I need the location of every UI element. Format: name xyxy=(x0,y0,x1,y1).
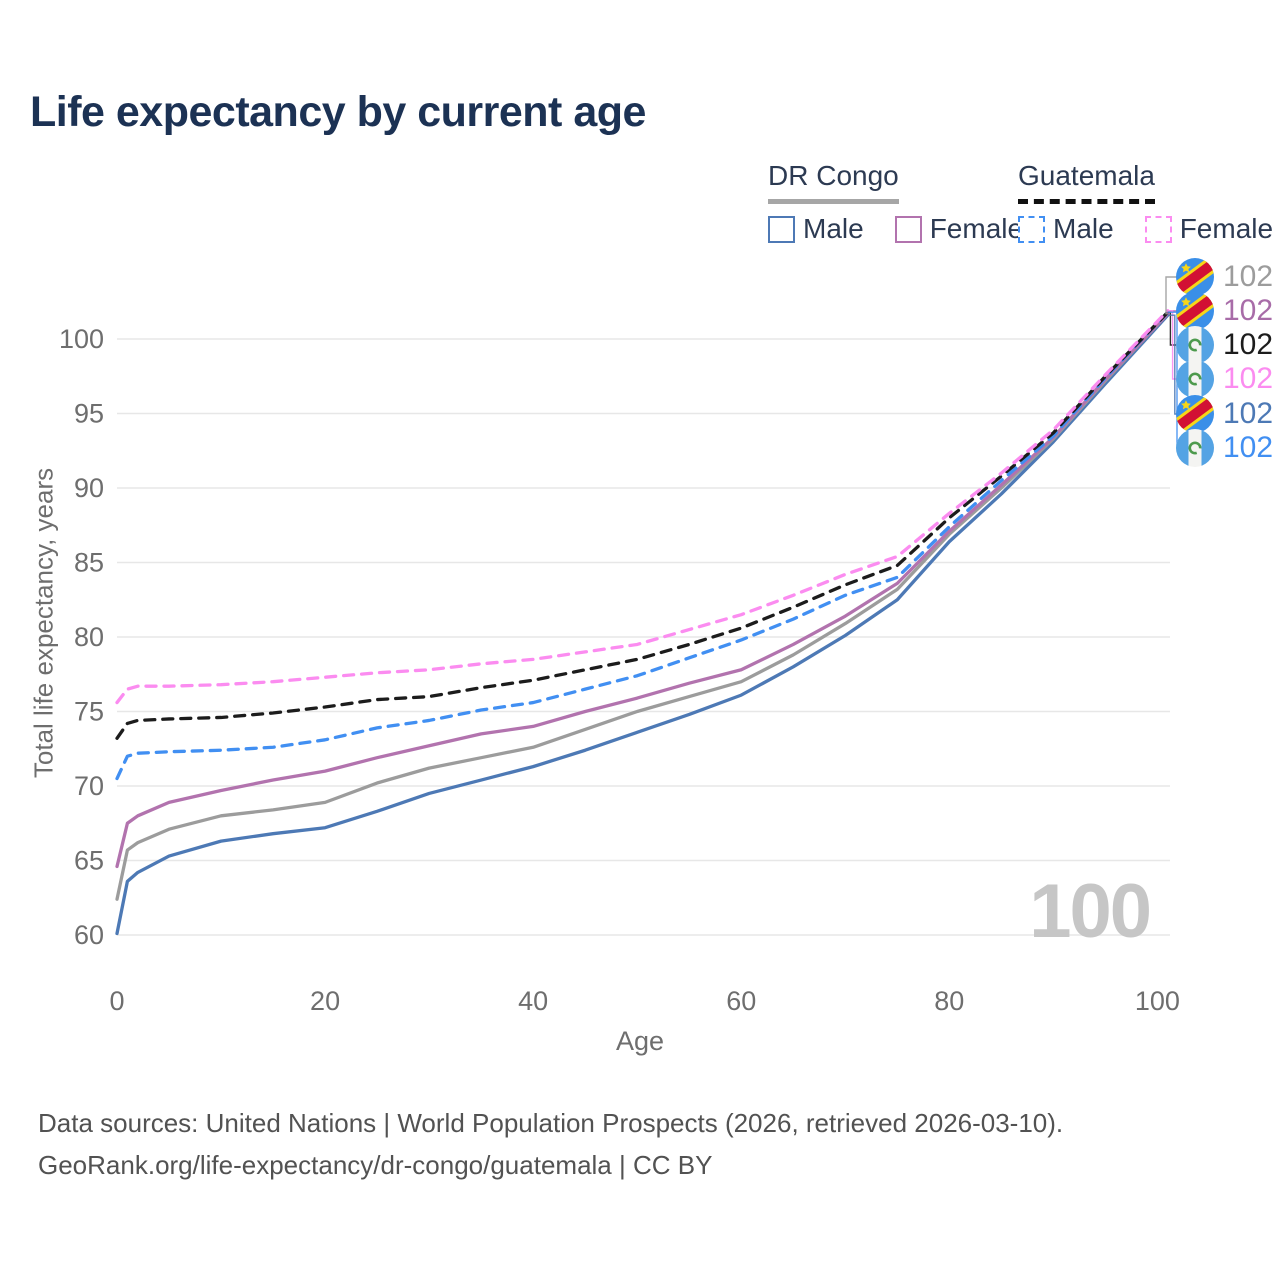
gt-male-swatch-icon xyxy=(1018,215,1045,243)
leader-line xyxy=(1165,276,1179,315)
y-tick-label: 60 xyxy=(74,920,104,950)
y-tick-label: 70 xyxy=(74,771,104,801)
y-tick-label: 100 xyxy=(59,324,104,354)
end-label-row: 102 xyxy=(1176,429,1273,467)
x-tick-label: 80 xyxy=(934,986,964,1016)
series-line-gt_female xyxy=(115,309,1170,705)
guatemala-flag-icon xyxy=(1176,360,1214,398)
x-axis-title: Age xyxy=(615,1026,665,1056)
x-tick-label: 60 xyxy=(726,986,756,1016)
x-tick-label: 0 xyxy=(109,986,124,1016)
end-label-row: 102 xyxy=(1176,395,1273,433)
guatemala-flag-icon xyxy=(1176,326,1214,364)
drc-male-swatch-icon xyxy=(768,215,795,243)
attribution-link-text[interactable]: GeoRank.org/life-expectancy/dr-congo/gua… xyxy=(38,1150,713,1180)
y-tick-label: 90 xyxy=(74,473,104,503)
series-line-gt_total xyxy=(115,310,1170,740)
y-tick-label: 75 xyxy=(74,697,104,727)
y-axis-title: Total life expectancy, years xyxy=(28,467,59,779)
series-line-drc_female xyxy=(115,312,1170,869)
legend-item-drc-male[interactable]: Male xyxy=(768,213,864,245)
end-value: 102 xyxy=(1223,397,1274,430)
end-value: 102 xyxy=(1223,294,1274,327)
end-label-row: 102 xyxy=(1176,360,1273,398)
data-sources-text: Data sources: United Nations | World Pop… xyxy=(38,1108,1064,1138)
dr-congo-flag-icon xyxy=(1176,395,1214,433)
y-tick-label: 95 xyxy=(74,399,104,429)
y-tick-label: 65 xyxy=(74,846,104,876)
gt-female-swatch-icon xyxy=(1144,215,1172,243)
guatemala-flag-icon xyxy=(1176,429,1214,467)
end-label-row: 102 xyxy=(1176,292,1273,330)
series-line-drc_male xyxy=(115,313,1170,936)
legend-label: Female xyxy=(929,213,1024,244)
series-line-gt_male xyxy=(115,310,1170,781)
end-label-row: 102 xyxy=(1176,326,1273,364)
y-tick-label: 80 xyxy=(74,622,104,652)
end-label-row: 102 xyxy=(1176,258,1273,296)
end-value: 102 xyxy=(1223,260,1274,293)
leader-line xyxy=(1167,309,1179,380)
series-line-drc_total xyxy=(115,312,1170,901)
legend-label: Female xyxy=(1179,213,1274,244)
age-watermark: 100 xyxy=(1029,869,1152,954)
x-tick-label: 40 xyxy=(518,986,548,1016)
legend-header-dr-congo: DR Congo xyxy=(768,160,899,204)
x-tick-label: 20 xyxy=(310,986,340,1016)
end-value: 102 xyxy=(1223,431,1274,464)
legend-header-guatemala: Guatemala xyxy=(1018,160,1155,204)
y-tick-label: 85 xyxy=(74,548,104,578)
x-tick-label: 100 xyxy=(1135,986,1180,1016)
legend-label: Male xyxy=(1053,213,1114,244)
legend-group-dr-congo: DR Congo Male Female xyxy=(768,160,1023,245)
page-title: Life expectancy by current age xyxy=(30,88,646,136)
legend-item-gt-female[interactable]: Female xyxy=(1144,213,1274,245)
dr-congo-flag-icon xyxy=(1176,258,1214,296)
legend-label: Male xyxy=(803,213,864,244)
end-value: 102 xyxy=(1223,362,1274,395)
dr-congo-flag-icon xyxy=(1176,292,1214,330)
legend-item-gt-male[interactable]: Male xyxy=(1018,213,1114,245)
end-value: 102 xyxy=(1223,328,1274,361)
legend-group-guatemala: Guatemala Male Female xyxy=(1018,160,1273,245)
drc-female-swatch-icon xyxy=(894,215,922,243)
legend-item-drc-female[interactable]: Female xyxy=(894,213,1024,245)
